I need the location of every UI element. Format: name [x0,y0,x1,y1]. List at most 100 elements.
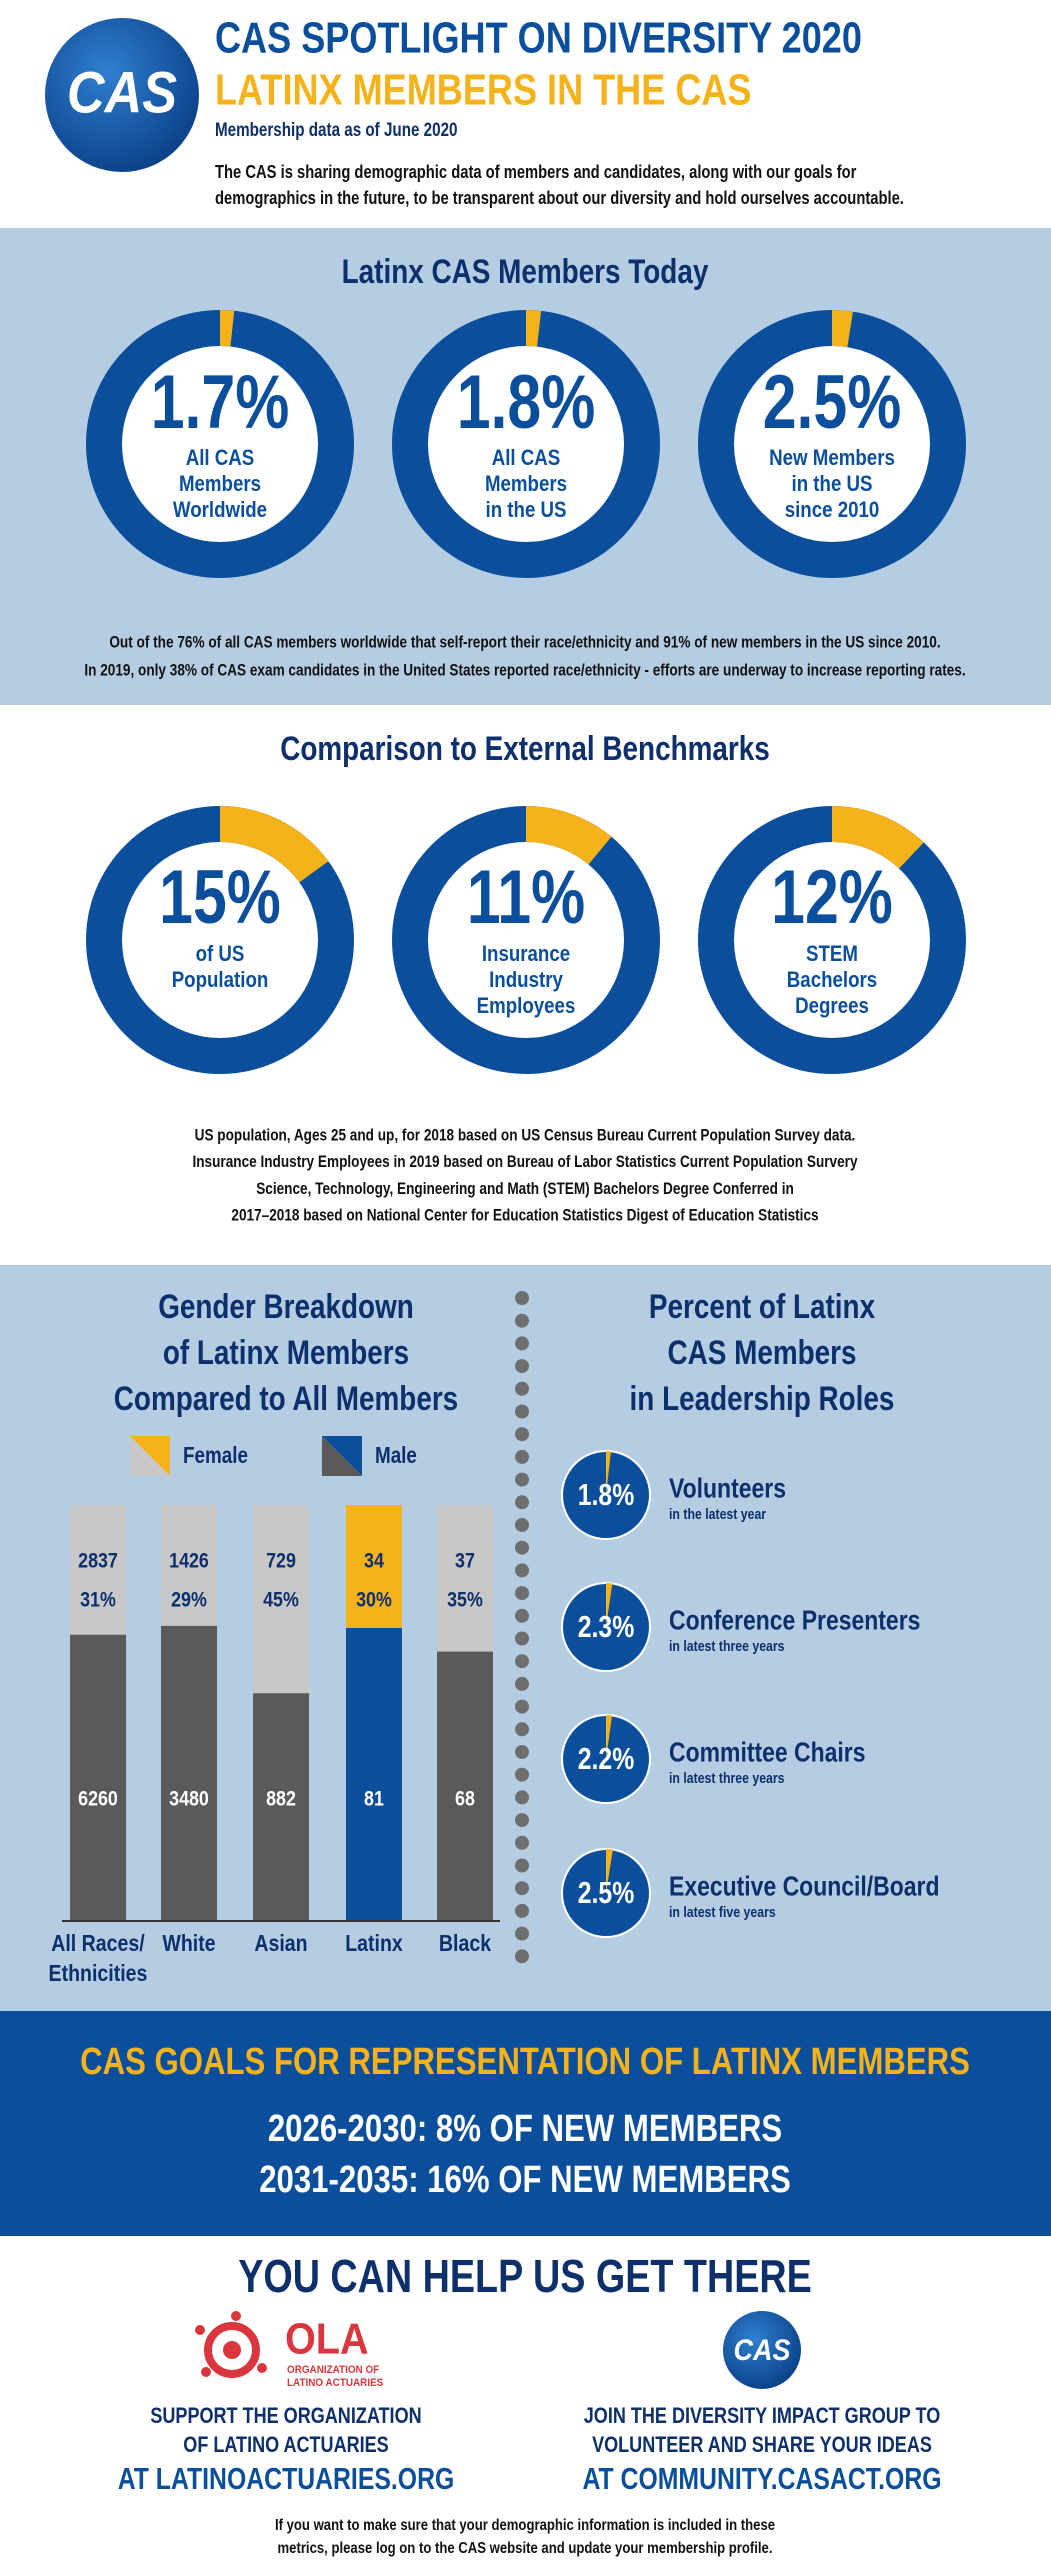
donut-label: Insurance [482,941,570,966]
donut-label: All CAS [186,445,255,470]
divider-dot [515,1336,529,1351]
footer-line: metrics, please log on to the CAS websit… [278,2540,773,2557]
donut-label: Population [172,967,269,992]
ola-logo-text: OLA [285,2315,369,2364]
pie-slice [606,1715,613,1759]
footnote: In 2019, only 38% of CAS exam candidates… [84,660,965,679]
goals-heading: CAS GOALS FOR REPRESENTATION OF LATINX M… [80,2041,970,2083]
pie-value: 2.3% [578,1609,635,1644]
divider-dot [515,1449,529,1464]
donut-label: Degrees [795,993,869,1018]
join-text: JOIN THE DIVERSITY IMPACT GROUP TO [584,2403,941,2428]
bar-label-share: 30% [356,1589,392,1612]
donut-value: 11% [467,855,585,940]
donut-label: of US [196,941,245,966]
section-heading: Comparison to External Benchmarks [280,730,770,768]
donut-arc [219,806,329,883]
footnote: 2017–2018 based on National Center for E… [231,1206,818,1225]
support-text: OF LATINO ACTUARIES [183,2432,388,2457]
bar-female [253,1505,309,1694]
leadership-heading: in Leadership Roles [630,1380,895,1418]
bar-male [346,1627,402,1921]
divider-dot [515,1404,529,1419]
donut-value: 1.8% [457,360,596,445]
bar-female [161,1505,217,1626]
divider-dot [515,1540,529,1555]
footnote: Insurance Industry Employees in 2019 bas… [192,1152,858,1171]
footer-line: If you want to make sure that your demog… [275,2517,775,2534]
join-text: VOLUNTEER AND SHARE YOUR IDEAS [592,2432,932,2457]
bar-label-share: 45% [263,1589,299,1612]
divider-dot [515,1518,529,1532]
role-title: Executive Council/Board [669,1870,940,1901]
bar-female [346,1505,402,1628]
divider-dot [515,1495,529,1510]
donut-label: STEM [806,941,858,966]
bar-female [437,1505,493,1652]
donut-label: New Members [769,445,895,470]
donut-label: Worldwide [173,497,267,522]
legend-swatch [322,1436,362,1476]
role-sub: in latest five years [669,1904,776,1921]
intro-line: demographics in the future, to be transp… [215,188,904,208]
divider-dot [515,1949,529,1964]
divider-dot [515,1563,529,1578]
bar-label-share: 29% [171,1589,207,1612]
goal-line: 2026-2030: 8% OF NEW MEMBERS [268,2108,782,2150]
bar-label-female: 1426 [169,1550,209,1573]
role-title: Volunteers [669,1472,786,1503]
role-title: Committee Chairs [669,1736,866,1767]
gender-heading: of Latinx Members [163,1334,409,1372]
section-goals-bg [0,2011,1051,2236]
role-sub: in latest three years [669,1770,785,1787]
pie-value: 1.8% [578,1477,635,1512]
divider-dot [515,1631,529,1646]
divider-dot [515,1813,529,1828]
donut-arc [831,806,924,869]
pie-value: 2.5% [578,1875,635,1910]
legend-label: Female [183,1442,248,1468]
divider-dot [515,1291,529,1305]
donut-arc [219,310,235,347]
donut-value: 12% [771,855,893,940]
intro-line: The CAS is sharing demographic data of m… [215,162,856,182]
pie-slice [606,1451,611,1495]
bar-male [70,1634,126,1921]
bar-label-male: 3480 [169,1788,209,1811]
bar-label-female: 729 [266,1550,296,1573]
footnote: US population, Ages 25 and up, for 2018 … [195,1125,856,1144]
divider-dot [515,1427,529,1442]
divider-dot [515,1790,529,1805]
divider-dot [515,1858,529,1873]
bar-label-male: 81 [364,1788,384,1811]
category-label: Latinx [345,1930,403,1956]
divider-dot [515,1767,529,1782]
donut-label: Industry [489,967,563,992]
date: Membership data as of June 2020 [215,120,458,141]
donut-label: Employees [477,993,576,1018]
title: CAS SPOTLIGHT ON DIVERSITY 2020 [215,14,862,63]
logo-text: CAS [67,60,177,125]
role-title: Conference Presenters [669,1604,920,1635]
divider-dot [515,1699,529,1714]
ola-logo-sub: LATINO ACTUARIES [287,2377,383,2389]
cas-logo-small [723,2311,801,2389]
bar-female [70,1505,126,1635]
role-sub: in latest three years [669,1638,785,1655]
donut-arc [831,310,853,348]
donut-label: Members [179,471,261,496]
bar-label-male: 6260 [78,1788,118,1811]
help-heading: YOU CAN HELP US GET THERE [238,2250,812,2302]
donut-label: All CAS [492,445,561,470]
donut-label: in the US [792,471,873,496]
donut-label: Bachelors [787,967,877,992]
bar-label-female: 34 [364,1550,384,1573]
divider-dot [515,1608,529,1623]
leadership-heading: CAS Members [668,1334,857,1372]
divider [515,1291,529,1964]
category-label: Asian [254,1930,307,1956]
footnote: Out of the 76% of all CAS members worldw… [109,632,940,651]
ola-logo-mark [195,2311,267,2378]
cas-logo-text: CAS [734,2334,791,2367]
footnote: Science, Technology, Engineering and Mat… [256,1179,794,1198]
